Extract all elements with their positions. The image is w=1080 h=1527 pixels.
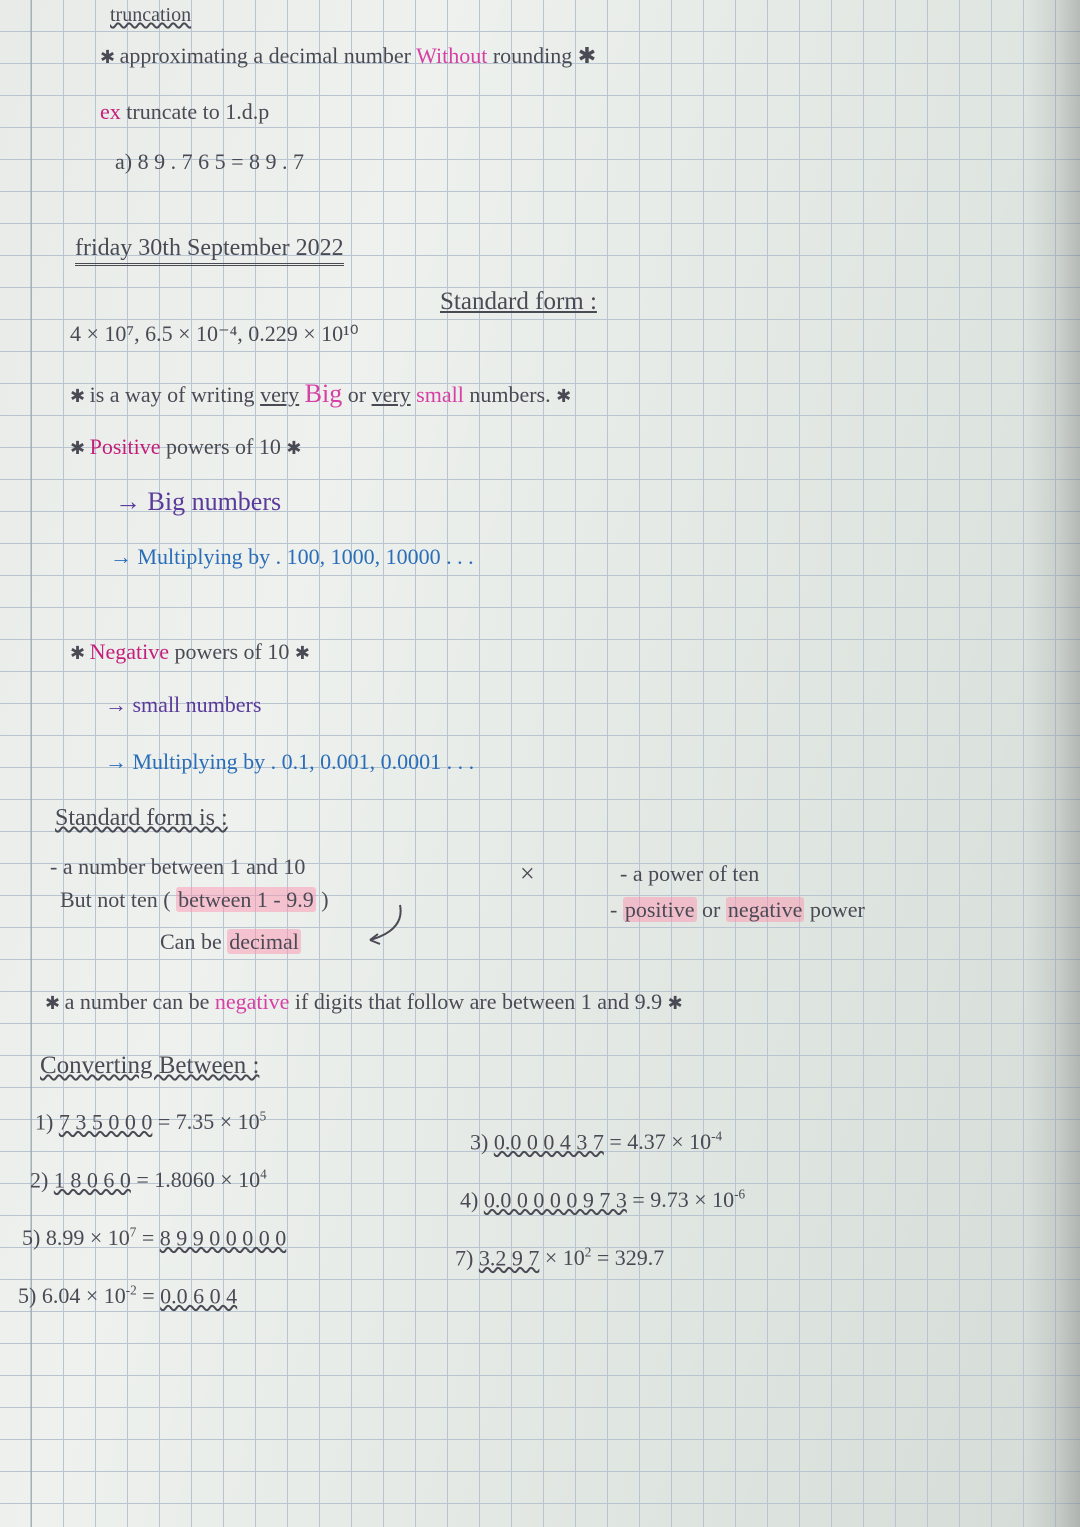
def-very1: very	[260, 382, 299, 407]
conv-5a: 5) 8.99 × 107 = 8 9 9 0 0 0 0 0	[22, 1226, 286, 1251]
positive-rest: powers of 10	[166, 434, 281, 459]
approx-pre: approximating a decimal number	[120, 43, 417, 68]
big-numbers: Big numbers	[115, 488, 281, 517]
positive-word: Positive	[90, 434, 161, 459]
date-heading: friday 30th September 2022	[75, 235, 344, 266]
approx-note: approximating a decimal number Without r…	[100, 44, 596, 68]
sf-r2-post: power	[810, 897, 865, 922]
conv-2: 2) 1 8 0 6 0 = 1.8060 × 104	[30, 1168, 267, 1193]
def-very2: very	[372, 382, 411, 407]
sf-right-1: - a power of ten	[620, 862, 759, 886]
small-numbers: small numbers	[105, 693, 261, 717]
approx-post: rounding	[493, 43, 572, 68]
sf-left-2: But not ten ( between 1 - 9.9 )	[60, 888, 329, 912]
standard-form-heading: Standard form :	[440, 288, 597, 316]
converting-heading: Converting Between :	[40, 1052, 259, 1080]
notebook-page: truncation approximating a decimal numbe…	[0, 0, 1080, 1527]
negative-heading: Negative powers of 10	[70, 640, 310, 664]
standard-form-examples: 4 × 10⁷, 6.5 × 10⁻⁴, 0.229 × 10¹⁰	[70, 322, 359, 346]
sf-is-heading: Standard form is :	[55, 805, 228, 831]
positive-multiply: Multiplying by . 100, 1000, 10000 . . .	[110, 545, 474, 569]
def-or: or	[348, 382, 372, 407]
ex-text: truncate to 1.d.p	[126, 99, 269, 124]
sf-left-3: Can be decimal	[160, 930, 301, 954]
conv-7: 7) 3.2 9 7 × 102 = 329.7	[455, 1246, 664, 1271]
sf-right-2: - positive or negative power	[610, 898, 865, 922]
def-small: small	[416, 382, 464, 407]
definition-line: is a way of writing very Big or very sma…	[70, 380, 571, 409]
conv-4: 4) 0.0 0 0 0 0 9 7 3 = 9.73 × 10-6	[460, 1188, 745, 1213]
approx-star: ✱	[578, 43, 596, 68]
negative-rest: powers of 10	[175, 639, 290, 664]
sf-l2-post: )	[321, 887, 328, 912]
negnote-pre: a number can be	[65, 989, 215, 1014]
negnote-post: if digits that follow are between 1 and …	[295, 989, 662, 1014]
without-word: Without	[416, 43, 487, 68]
negative-note: a number can be negative if digits that …	[45, 990, 1045, 1014]
arrow-decimal	[360, 900, 420, 950]
negative-word: Negative	[90, 639, 169, 664]
truncation-heading: truncation	[110, 4, 191, 26]
sf-l2-pre: But not ten (	[60, 887, 171, 912]
sf-r2-or: or	[702, 897, 726, 922]
conv-3: 3) 0.0 0 0 4 3 7 = 4.37 × 10-4	[470, 1130, 722, 1155]
sf-r2-pre: -	[610, 897, 623, 922]
negnote-neg: negative	[215, 989, 290, 1014]
example-a: a) 8 9 . 7 6 5 = 8 9 . 7	[115, 150, 304, 174]
example-prompt: ex truncate to 1.d.p	[100, 100, 269, 124]
def-post: numbers.	[469, 382, 550, 407]
conv-1: 1) 7 3 5 0 0 0 = 7.35 × 105	[35, 1110, 266, 1135]
ex-label: ex	[100, 99, 121, 124]
sf-r2-neg: negative	[726, 897, 805, 922]
positive-heading: Positive powers of 10	[70, 435, 301, 459]
negative-multiply: Multiplying by . 0.1, 0.001, 0.0001 . . …	[105, 750, 474, 774]
conv-5b: 5) 6.04 × 10-2 = 0.0 6 0 4	[18, 1284, 237, 1309]
def-pre: is a way of writing	[90, 382, 260, 407]
sf-l2-hl: between 1 - 9.9	[176, 887, 316, 912]
def-big: Big	[305, 379, 343, 408]
sf-r2-pos: positive	[623, 897, 697, 922]
sf-times: ×	[520, 860, 535, 889]
sf-left-1: - a number between 1 and 10	[50, 855, 305, 879]
